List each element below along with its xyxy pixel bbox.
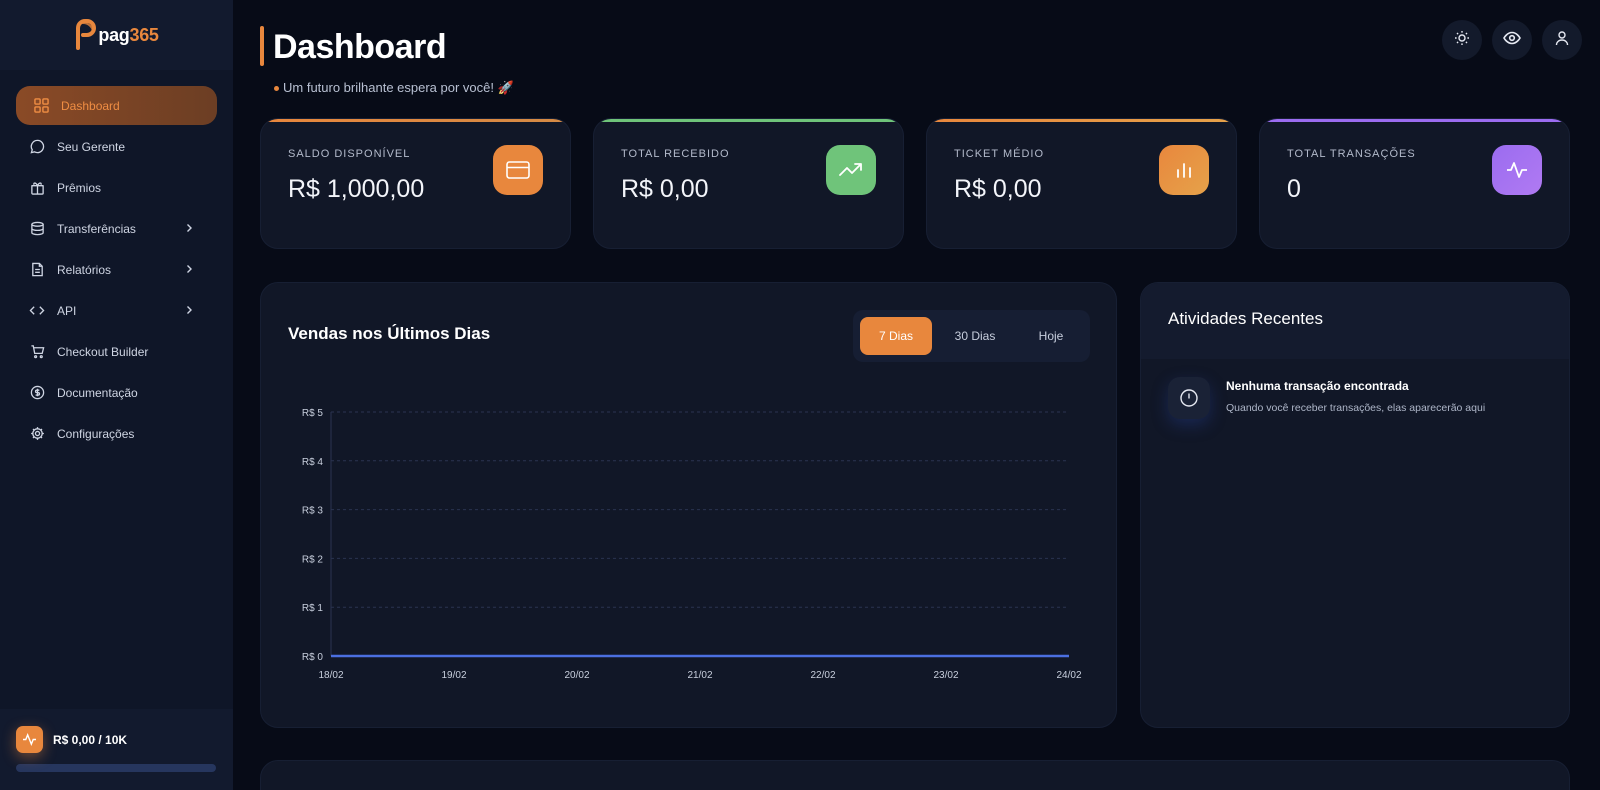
stat-value: R$ 1,000,00: [288, 175, 425, 203]
y-tick-label: R$ 4: [302, 457, 324, 468]
theme-toggle-button[interactable]: [1442, 20, 1482, 60]
user-profile-button[interactable]: [1542, 20, 1582, 60]
stat-label: TOTAL RECEBIDO: [621, 148, 730, 160]
sidebar-item-label: Checkout Builder: [57, 344, 149, 359]
limit-text: R$ 0,00 / 10K: [53, 732, 128, 747]
status-dot: [274, 85, 279, 91]
sidebar-item-checkout-builder[interactable]: Checkout Builder: [16, 332, 217, 371]
sidebar-limit-panel: R$ 0,00 / 10K: [0, 709, 233, 790]
sidebar-item-relatorios[interactable]: Relatórios: [16, 250, 217, 289]
sidebar-item-api[interactable]: API: [16, 291, 217, 330]
x-tick-label: 23/02: [933, 670, 958, 681]
range-hoje-button[interactable]: Hoje: [1038, 329, 1064, 343]
logo-mark-icon: [74, 18, 97, 52]
stat-value: 0: [1287, 175, 1301, 203]
stat-label: SALDO DISPONÍVEL: [288, 148, 411, 160]
clock-icon: [1168, 377, 1210, 419]
visibility-toggle-button[interactable]: [1492, 20, 1532, 60]
stat-label: TOTAL TRANSAÇÕES: [1287, 148, 1416, 160]
subtitle-text: Um futuro brilhante espera por você! 🚀: [283, 80, 514, 95]
sidebar-item-label: API: [57, 303, 77, 318]
sales-line-chart: R$ 0 R$ 1 R$ 2 R$ 3 R$ 4 R$ 5 18/02 19/02 20/02 2…: [302, 408, 1082, 681]
x-tick-label: 20/02: [564, 670, 589, 681]
chevron-right-icon: [185, 263, 193, 277]
y-tick-label: R$ 0: [302, 652, 324, 663]
stats-row: SALDO DISPONÍVEL R$ 1,000,00 TOTAL RECEB…: [260, 118, 1570, 249]
sidebar-item-seu-gerente[interactable]: Seu Gerente: [16, 127, 217, 166]
limit-progress-bar: [16, 764, 216, 772]
sidebar-item-premios[interactable]: Prêmios: [16, 168, 217, 207]
x-tick-label: 18/02: [318, 670, 343, 681]
sidebar-item-label: Configurações: [57, 426, 135, 441]
sidebar: pag365 Dashboard Seu Gerente Prêmios Tra…: [0, 0, 233, 790]
stat-value: R$ 0,00: [621, 175, 709, 203]
document-icon: [29, 262, 45, 278]
chat-bubble-icon: [29, 139, 45, 155]
sun-icon: [1454, 30, 1470, 51]
activity-icon: [16, 726, 43, 753]
stat-card-recebido: TOTAL RECEBIDO R$ 0,00: [593, 118, 904, 249]
trending-up-icon: [826, 145, 876, 195]
sidebar-item-dashboard[interactable]: Dashboard: [16, 86, 217, 125]
cart-icon: [29, 344, 45, 360]
sidebar-item-configuracoes[interactable]: Configurações: [16, 414, 217, 453]
stat-card-saldo: SALDO DISPONÍVEL R$ 1,000,00: [260, 118, 571, 249]
code-icon: [29, 303, 45, 319]
empty-state-description: Quando você receber transações, elas apa…: [1226, 402, 1486, 414]
stat-label: TICKET MÉDIO: [954, 148, 1045, 160]
dollar-circle-icon: [29, 385, 45, 401]
sidebar-item-label: Transferências: [57, 221, 136, 236]
gift-icon: [29, 180, 45, 196]
recent-activities-panel: Atividades Recentes Nenhuma transação en…: [1140, 282, 1570, 728]
logo-text: pag365: [98, 24, 159, 45]
activities-title: Atividades Recentes: [1141, 283, 1569, 359]
page-title: Dashboard: [273, 28, 447, 66]
top-actions: [1442, 20, 1582, 60]
eye-icon: [1503, 31, 1521, 50]
sidebar-item-label: Prêmios: [57, 180, 102, 195]
sidebar-item-label: Dashboard: [61, 98, 120, 113]
empty-state-title: Nenhuma transação encontrada: [1226, 379, 1409, 393]
x-tick-label: 24/02: [1056, 670, 1081, 681]
range-7-dias-button[interactable]: 7 Dias: [860, 317, 932, 355]
stat-card-transacoes: TOTAL TRANSAÇÕES 0: [1259, 118, 1570, 249]
sidebar-nav: Dashboard Seu Gerente Prêmios Transferên…: [0, 70, 233, 453]
sidebar-item-transferencias[interactable]: Transferências: [16, 209, 217, 248]
range-selector: 7 Dias 30 Dias Hoje: [853, 310, 1090, 362]
chevron-right-icon: [185, 304, 193, 318]
title-accent-bar: [260, 26, 264, 66]
gear-icon: [29, 426, 45, 442]
chevron-right-icon: [185, 222, 193, 236]
sidebar-item-label: Seu Gerente: [57, 139, 126, 154]
grid-icon: [33, 98, 49, 114]
y-tick-label: R$ 3: [302, 506, 324, 517]
sales-chart-panel: Vendas nos Últimos Dias 7 Dias 30 Dias H…: [260, 282, 1117, 728]
user-icon: [1555, 30, 1569, 51]
stat-card-ticket: TICKET MÉDIO R$ 0,00: [926, 118, 1237, 249]
y-tick-label: R$ 1: [302, 603, 324, 614]
chart-title: Vendas nos Últimos Dias: [288, 324, 491, 343]
sidebar-item-documentacao[interactable]: Documentação: [16, 373, 217, 412]
x-tick-label: 22/02: [810, 670, 835, 681]
credit-card-icon: [493, 145, 543, 195]
logo[interactable]: pag365: [0, 0, 233, 70]
activity-icon: [1492, 145, 1542, 195]
range-30-dias-button[interactable]: 30 Dias: [954, 329, 996, 343]
bar-chart-icon: [1159, 145, 1209, 195]
y-tick-label: R$ 2: [302, 554, 324, 565]
bottom-panel: [260, 760, 1570, 790]
page-subtitle: Um futuro brilhante espera por você! 🚀: [274, 80, 514, 96]
x-tick-label: 21/02: [687, 670, 712, 681]
x-tick-label: 19/02: [441, 670, 466, 681]
database-icon: [29, 221, 45, 237]
empty-state: Nenhuma transação encontrada Quando você…: [1168, 377, 1485, 419]
sidebar-item-label: Relatórios: [57, 262, 112, 277]
sidebar-item-label: Documentação: [57, 385, 138, 400]
y-tick-label: R$ 5: [302, 408, 324, 419]
stat-value: R$ 0,00: [954, 175, 1042, 203]
